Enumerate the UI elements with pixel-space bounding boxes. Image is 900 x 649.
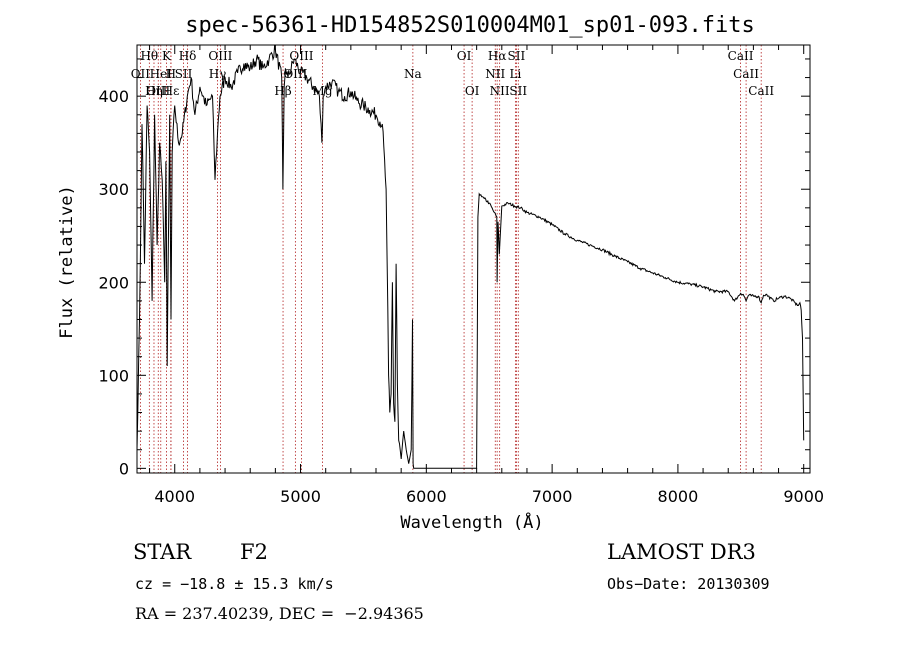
object-class: STAR xyxy=(133,540,192,564)
y-tick-label-0: 0 xyxy=(119,459,129,478)
line-label-10: OIII xyxy=(208,49,232,63)
line-label-25: CaII xyxy=(728,49,754,63)
line-label-27: CaII xyxy=(748,84,774,98)
line-label-26: CaII xyxy=(733,67,759,81)
line-label-5: HeI xyxy=(150,67,173,81)
line-label-15: Mg xyxy=(313,84,333,98)
x-tick-label-0: 4000 xyxy=(154,487,195,506)
spectrum-line xyxy=(136,45,805,469)
line-label-19: Hα xyxy=(488,49,507,63)
x-tick-label-5: 9000 xyxy=(783,487,824,506)
coordinates: RA = 237.40239, DEC = −2.94365 xyxy=(135,604,424,623)
line-label-11: Hγ xyxy=(209,67,227,81)
line-label-12: OIII xyxy=(289,49,313,63)
spectral-line-markers xyxy=(139,45,762,473)
x-tick-label-1: 5000 xyxy=(280,487,321,506)
x-axis-label: Wavelength (Å) xyxy=(400,511,543,533)
y-tick-label-3: 300 xyxy=(98,180,129,199)
line-label-16: Na xyxy=(404,67,422,81)
line-label-18: OI xyxy=(465,84,480,98)
line-label-8: Hε xyxy=(163,84,180,98)
line-label-3: K xyxy=(162,49,172,63)
line-label-1: OII xyxy=(131,67,151,81)
x-tick-label-2: 6000 xyxy=(406,487,447,506)
line-label-14: Hβ xyxy=(274,84,291,98)
line-label-17: OI xyxy=(457,49,472,63)
y-axis-label: Flux (relative) xyxy=(57,185,77,339)
spectrum-chart: spec-56361-HD154852S010004M01_sp01-093.f… xyxy=(57,13,824,533)
observation-date: Obs−Date: 20130309 xyxy=(607,575,770,593)
line-label-22: SII xyxy=(508,49,526,63)
y-tick-label-4: 400 xyxy=(98,87,129,106)
y-axis: 0 100 200 300 400 xyxy=(98,58,810,478)
line-label-9: Hδ xyxy=(179,49,197,63)
x-axis: 4000 5000 6000 7000 8000 9000 xyxy=(149,45,824,506)
x-tick-label-4: 8000 xyxy=(658,487,699,506)
survey-name: LAMOST DR3 xyxy=(607,540,756,564)
line-label-24: SII xyxy=(509,84,527,98)
line-label-20: NII xyxy=(485,67,505,81)
line-label-23: Li xyxy=(509,67,521,81)
line-label-21: NII xyxy=(490,84,510,98)
line-label-13: OIII xyxy=(283,67,307,81)
y-tick-label-1: 100 xyxy=(98,366,129,385)
line-label-0: Hθ xyxy=(140,49,158,63)
plot-frame xyxy=(136,44,811,474)
object-subclass: F2 xyxy=(240,540,268,564)
x-tick-label-3: 7000 xyxy=(532,487,573,506)
line-label-7: Hη xyxy=(145,84,163,98)
line-label-4: H xyxy=(166,67,176,81)
redshift-cz: cz = −18.8 ± 15.3 km/s xyxy=(135,575,334,593)
line-label-2: OIII xyxy=(146,84,170,98)
line-label-6: SII xyxy=(175,67,193,81)
chart-title: spec-56361-HD154852S010004M01_sp01-093.f… xyxy=(185,13,755,38)
y-tick-label-2: 200 xyxy=(98,273,129,292)
